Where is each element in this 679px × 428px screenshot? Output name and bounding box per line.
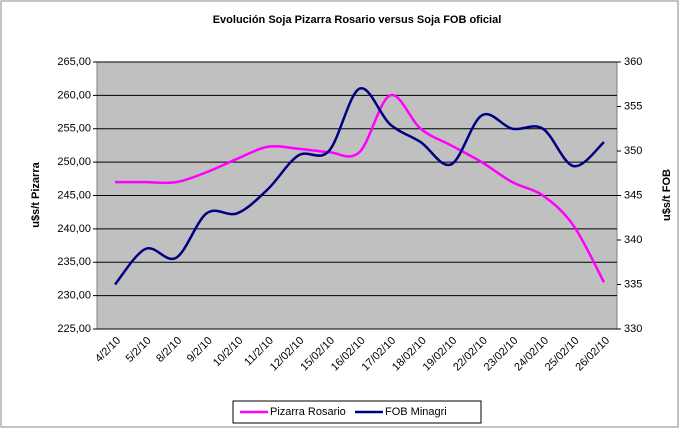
y-tick-label: 260,00 bbox=[57, 89, 91, 101]
y2-tick-label: 330 bbox=[624, 323, 642, 335]
legend-label: FOB Minagri bbox=[385, 406, 447, 418]
legend-label: Pizarra Rosario bbox=[270, 406, 346, 418]
y-axis-title: u$s/t Pizarra bbox=[30, 161, 42, 227]
y2-tick-label: 360 bbox=[624, 56, 642, 68]
y2-tick-label: 340 bbox=[624, 234, 642, 246]
y-tick-label: 225,00 bbox=[57, 323, 91, 335]
y-tick-label: 230,00 bbox=[57, 290, 91, 302]
y-tick-label: 255,00 bbox=[57, 123, 91, 135]
y-tick-label: 235,00 bbox=[57, 256, 91, 268]
y2-tick-label: 355 bbox=[624, 100, 642, 112]
y2-tick-label: 335 bbox=[624, 278, 642, 290]
y-tick-label: 240,00 bbox=[57, 223, 91, 235]
y2-tick-label: 345 bbox=[624, 189, 642, 201]
y2-tick-label: 350 bbox=[624, 145, 642, 157]
y-tick-label: 245,00 bbox=[57, 189, 91, 201]
line-series bbox=[114, 87, 605, 286]
line-series bbox=[114, 94, 606, 283]
y2-axis-title: u$s/t FOB bbox=[661, 169, 673, 221]
y-tick-label: 265,00 bbox=[57, 56, 91, 68]
y-tick-label: 250,00 bbox=[57, 156, 91, 168]
chart-title: Evolución Soja Pizarra Rosario versus So… bbox=[213, 14, 502, 26]
